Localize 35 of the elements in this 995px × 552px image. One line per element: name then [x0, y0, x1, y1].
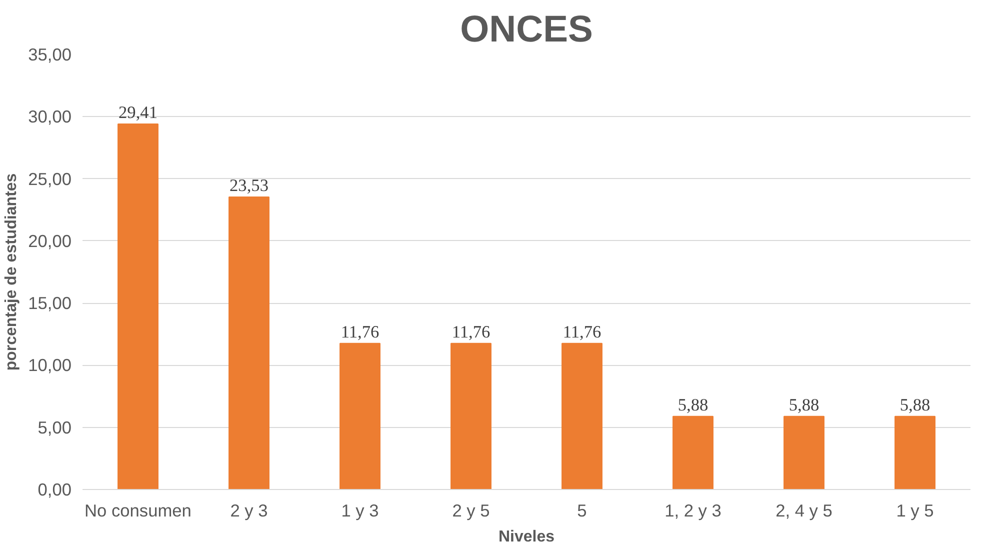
- y-tick-label: 5,00: [38, 417, 72, 438]
- x-axis-title: Niveles: [498, 528, 555, 546]
- bar: [562, 342, 602, 490]
- x-tick-label: 1, 2 y 3: [664, 500, 722, 520]
- x-tick-label: 5: [577, 500, 587, 520]
- y-axis-title: porcentaje de estudiantes: [3, 173, 20, 371]
- y-tick-label: 25,00: [28, 168, 72, 189]
- y-tick-label: 10,00: [28, 355, 72, 376]
- bar: [228, 196, 270, 490]
- bar: [894, 416, 936, 490]
- y-tick-label: 30,00: [28, 106, 72, 127]
- y-tick-label: 35,00: [28, 44, 72, 64]
- data-label: 11,76: [340, 322, 380, 342]
- bar: [118, 123, 158, 490]
- x-tick-label: 1 y 3: [341, 500, 379, 520]
- chart-title: ONCES: [460, 8, 593, 50]
- x-tick-label: No consumen: [84, 500, 192, 520]
- bar: [784, 416, 824, 490]
- x-tick-label: 2 y 5: [452, 500, 490, 520]
- y-tick-label: 20,00: [28, 230, 72, 251]
- x-tick-label: 1 y 5: [896, 500, 934, 520]
- bar: [672, 416, 714, 490]
- data-label: 5,88: [678, 395, 708, 414]
- data-label: 5,88: [900, 395, 930, 414]
- bar: [340, 342, 380, 490]
- y-tick-label: 0,00: [38, 480, 72, 500]
- y-tick-label: 15,00: [28, 293, 72, 314]
- bar: [450, 342, 492, 490]
- x-tick-label: 2, 4 y 5: [776, 500, 832, 520]
- data-label: 23,53: [230, 176, 269, 196]
- data-label: 11,76: [562, 322, 602, 342]
- data-label: 11,76: [452, 322, 491, 342]
- data-label: 5,88: [788, 395, 820, 414]
- x-tick-label: 2 y 3: [230, 500, 268, 520]
- data-label: 29,41: [118, 102, 158, 122]
